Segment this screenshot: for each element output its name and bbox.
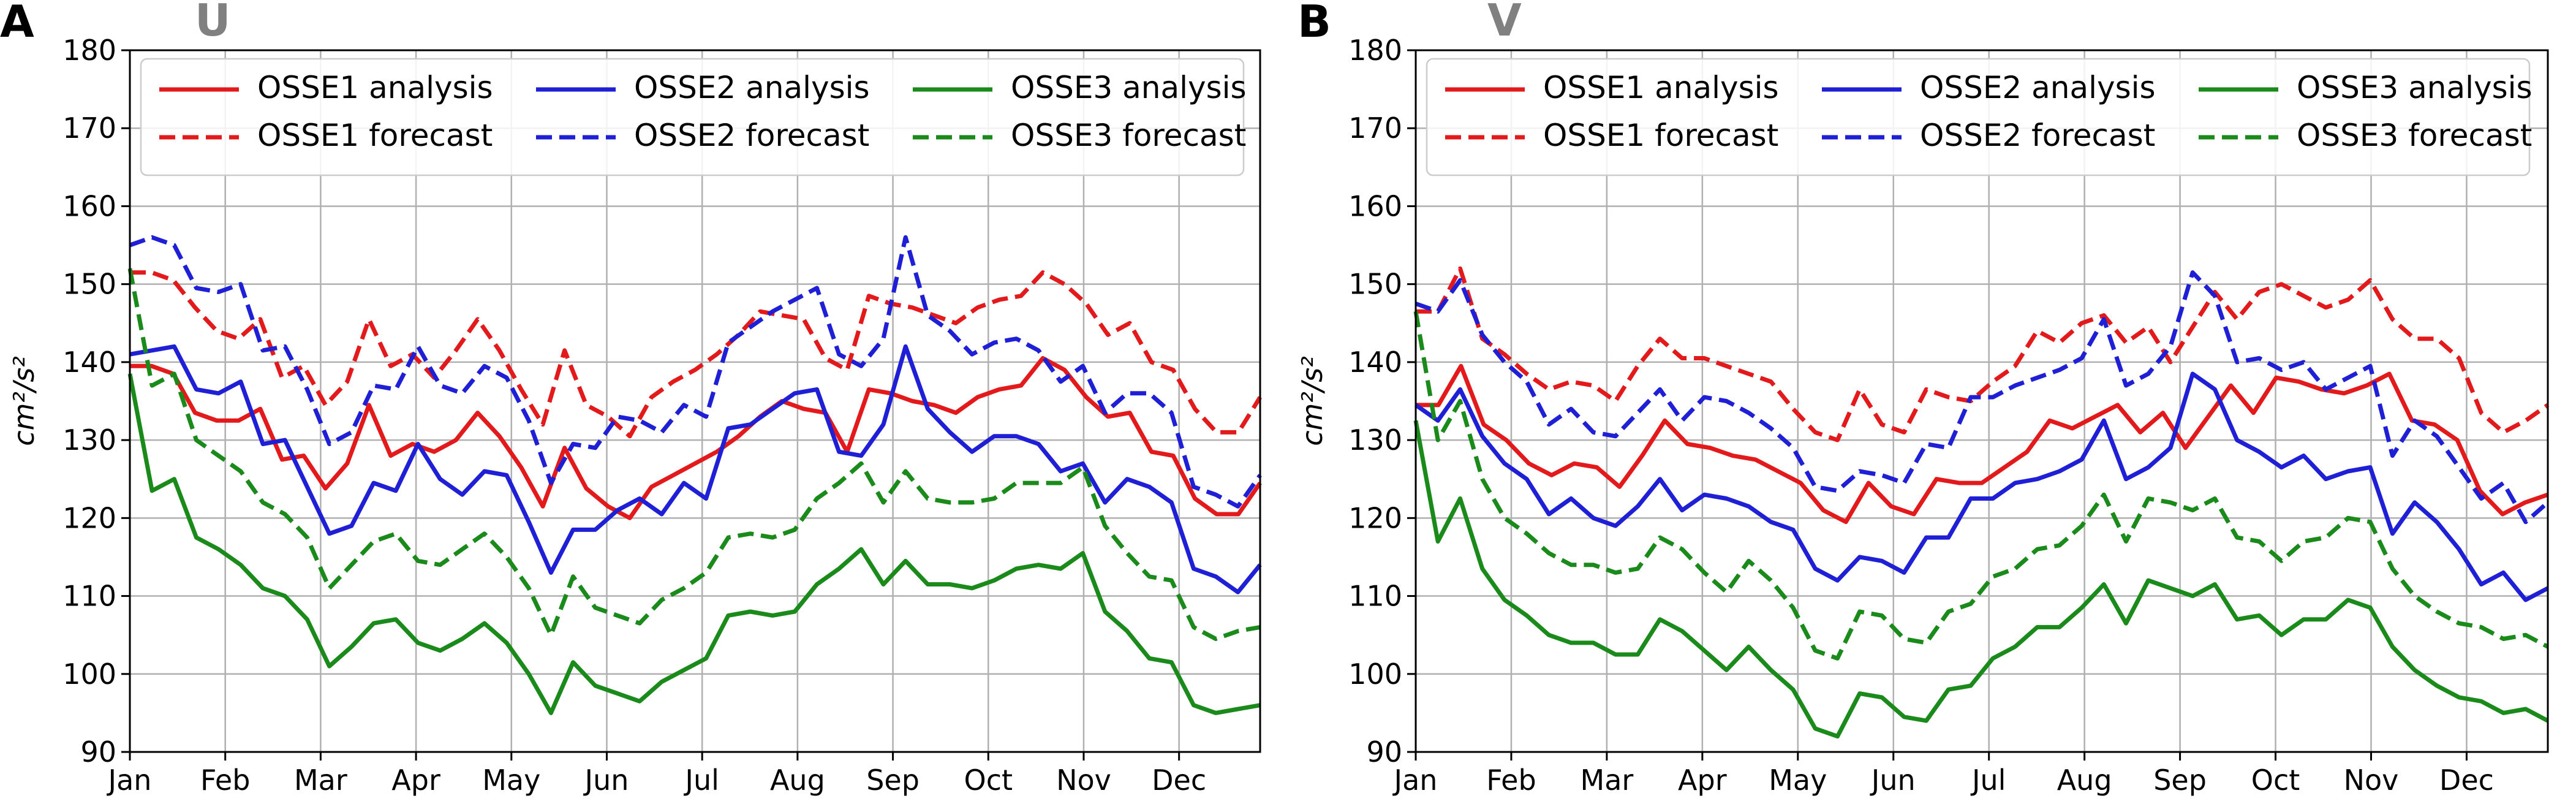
chart-0-x-tick-label: Jul xyxy=(683,764,719,797)
chart-0-y-tick-label: 90 xyxy=(80,735,116,768)
chart-1-legend-label-osse1-forecast: OSSE1 forecast xyxy=(1543,118,1778,153)
chart-1-series-osse3-analysis xyxy=(1413,420,2549,739)
chart-0-series-osse1-analysis xyxy=(130,356,1262,520)
chart-0-y-tick-label: 130 xyxy=(62,423,116,457)
chart-1-legend-label-osse3-forecast: OSSE3 forecast xyxy=(2297,118,2532,153)
chart-1-panel-label: B xyxy=(1297,0,1331,47)
chart-0-legend-label-osse2-analysis: OSSE2 analysis xyxy=(634,70,870,105)
chart-0-x-tick-label: May xyxy=(482,764,540,797)
chart-0-x-tick-label: Oct xyxy=(964,764,1013,797)
chart-1-y-tick-label: 110 xyxy=(1348,580,1402,613)
chart-0-legend-label-osse1-analysis: OSSE1 analysis xyxy=(257,70,493,105)
chart-1-series-osse1-analysis xyxy=(1416,363,2549,525)
chart-1-series-osse2-analysis xyxy=(1414,371,2549,602)
chart-0-series-osse3-forecast xyxy=(127,268,1261,641)
chart-0-x-tick-label: Dec xyxy=(1152,764,1206,797)
chart-1-y-tick-label: 160 xyxy=(1348,189,1402,222)
chart-1-x-tick-label: Mar xyxy=(1581,764,1634,797)
chart-0-legend: OSSE1 analysis OSSE1 forecast OSSE2 analys… xyxy=(140,58,1247,176)
chart-0-series-osse2-analysis xyxy=(129,344,1262,594)
chart-0-y-tick-label: 180 xyxy=(62,34,116,67)
chart-1-x-tick-label: Aug xyxy=(2057,764,2112,797)
chart-1-legend-label-osse3-analysis: OSSE3 analysis xyxy=(2297,70,2533,105)
chart-0-x-tick-label: Jan xyxy=(107,764,152,797)
chart-1-plot-frame xyxy=(1415,49,2549,753)
chart-0-legend-label-osse3-analysis: OSSE3 analysis xyxy=(1011,70,1247,105)
chart-1-series-osse2-forecast xyxy=(1415,270,2550,525)
chart-0-x-tick-label: Jun xyxy=(583,764,629,797)
chart-1-legend-label-osse2-forecast: OSSE2 forecast xyxy=(1920,118,2155,153)
chart-0-y-tick-label: 110 xyxy=(62,580,116,613)
chart-1-y-axis-label: cm²/s² xyxy=(1296,356,1329,446)
chart-1-x-tick-label: Oct xyxy=(2251,764,2300,797)
chart-1-series-osse1-forecast xyxy=(1416,266,2550,442)
chart-0-panel-label: A xyxy=(0,0,34,47)
chart-1-y-tick-label: 170 xyxy=(1348,112,1402,145)
chart-1-legend-label-osse1-analysis: OSSE1 analysis xyxy=(1543,70,1779,105)
chart-0-y-tick-label: 150 xyxy=(62,268,116,301)
chart-0-x-tick-label: Mar xyxy=(294,764,347,797)
chart-1-x-tick-label: May xyxy=(1769,764,1827,797)
chart-0-x-tick-label: Sep xyxy=(866,764,920,797)
chart-1-x-tick-label: Feb xyxy=(1486,764,1536,797)
chart-0-series-osse3-analysis xyxy=(127,373,1261,715)
chart-1-x-tick-label: Sep xyxy=(2153,764,2207,797)
chart-0-x-tick-label: Aug xyxy=(770,764,825,797)
chart-0-series-osse1-forecast xyxy=(130,270,1262,439)
chart-1-x-tick-label: Dec xyxy=(2439,764,2494,797)
chart-1-x-tick-label: Jun xyxy=(1870,764,1916,797)
chart-0-panel: A U Jan Feb Mar Apr May Jun Jul Aug Sep Oct Nov Dec 90… xyxy=(0,0,1262,797)
chart-1-y-tick-label: 120 xyxy=(1348,501,1402,534)
chart-0-title: U xyxy=(195,0,230,46)
chart-1-legend-label-osse2-analysis: OSSE2 analysis xyxy=(1920,70,2156,105)
chart-0-legend-label-osse3-forecast: OSSE3 forecast xyxy=(1011,118,1246,153)
chart-0-x-tick-label: Nov xyxy=(1056,764,1111,797)
chart-1-y-tick-label: 150 xyxy=(1348,268,1402,301)
chart-1-x-tick-label: Jan xyxy=(1392,764,1438,797)
chart-0-plot-frame xyxy=(129,49,1261,753)
chart-0-legend-label-osse2-forecast: OSSE2 forecast xyxy=(634,118,869,153)
chart-0-y-tick-label: 120 xyxy=(62,501,116,534)
chart-1-x-tick-label: Nov xyxy=(2344,764,2399,797)
chart-1-x-tick-label: Jul xyxy=(1970,764,2006,797)
chart-0-x-tick-label: Feb xyxy=(200,764,250,797)
chart-0-y-axis-label: cm²/s² xyxy=(7,356,40,446)
chart-1-y-tick-label: 90 xyxy=(1366,735,1402,768)
chart-1-y-tick-label: 140 xyxy=(1348,346,1402,379)
chart-0-y-tick-label: 100 xyxy=(62,658,116,691)
chart-1-legend: OSSE1 analysis OSSE1 forecast OSSE2 analys… xyxy=(1426,58,2533,176)
chart-1-y-tick-label: 180 xyxy=(1348,34,1402,67)
chart-1-y-tick-label: 100 xyxy=(1348,658,1402,691)
chart-1-y-tick-label: 130 xyxy=(1348,423,1402,457)
chart-0-series-osse2-forecast xyxy=(129,235,1262,509)
chart-1-title: V xyxy=(1487,0,1522,46)
chart-0-y-tick-label: 140 xyxy=(62,346,116,379)
chart-0-y-tick-label: 170 xyxy=(62,112,116,145)
chart-1-x-tick-label: Apr xyxy=(1678,764,1727,797)
chart-0-x-tick-label: Apr xyxy=(391,764,440,797)
chart-0-y-tick-label: 160 xyxy=(62,189,116,222)
chart-0-legend-label-osse1-forecast: OSSE1 forecast xyxy=(257,118,493,153)
chart-1-series-osse3-forecast xyxy=(1413,311,2549,661)
chart-1-panel: B V Jan Feb Mar Apr May Jun Jul Aug Sep Oct Nov Dec 90… xyxy=(1296,0,2550,797)
